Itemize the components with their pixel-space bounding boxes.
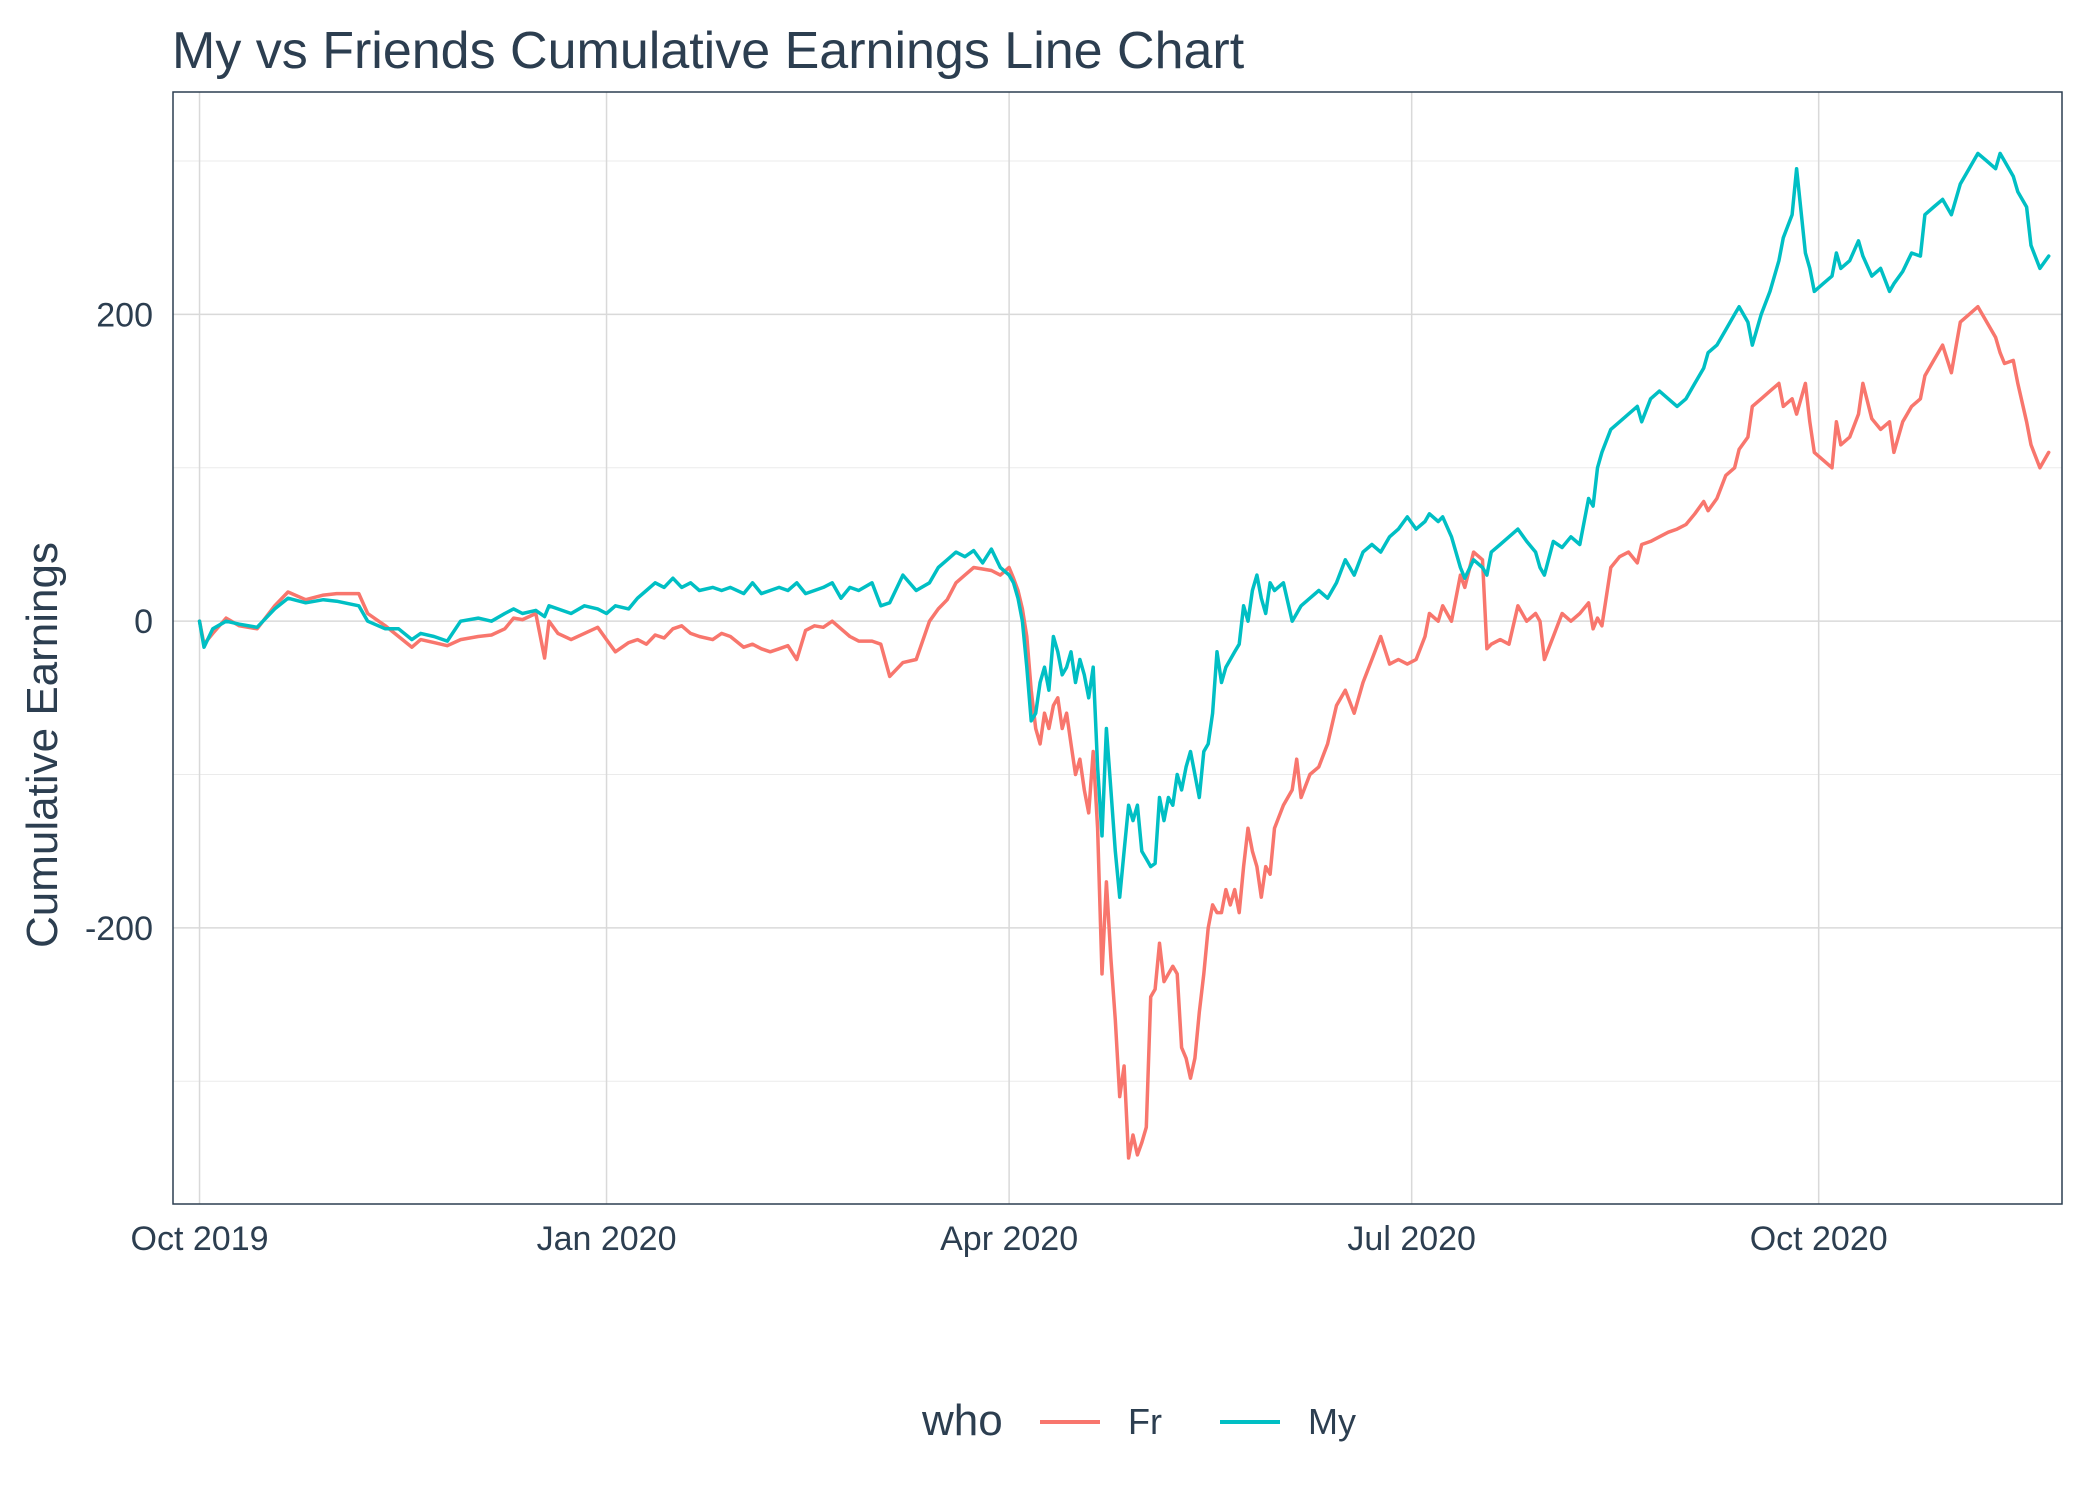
y-axis-label: Cumulative Earnings <box>18 542 67 948</box>
x-axis-ticks: Oct 2019 Jan 2020 Apr 2020 Jul 2020 Oct 2020 <box>131 1220 1888 1258</box>
x-tick-label: Jan 2020 <box>537 1220 677 1258</box>
y-tick-label: 0 <box>134 603 153 641</box>
legend-label-fr: Fr <box>1128 1401 1162 1442</box>
legend-label-my: My <box>1308 1401 1356 1442</box>
series-line-my <box>197 151 2051 899</box>
y-tick-label: -200 <box>85 910 153 948</box>
x-tick-label: Jul 2020 <box>1347 1220 1476 1258</box>
chart-title: My vs Friends Cumulative Earnings Line C… <box>172 22 1245 80</box>
series-lines <box>197 151 2051 1160</box>
legend-items: Fr My <box>1040 1401 1356 1442</box>
y-axis-ticks: -200 0 200 <box>85 296 153 948</box>
plot-panel-border <box>172 91 2063 1205</box>
y-tick-label: 200 <box>96 296 153 334</box>
x-tick-label: Oct 2020 <box>1750 1220 1888 1258</box>
legend: who Fr My <box>921 1396 1356 1445</box>
series-line-fr <box>197 304 2051 1160</box>
x-tick-label: Oct 2019 <box>131 1220 269 1258</box>
x-tick-label: Apr 2020 <box>940 1220 1078 1258</box>
legend-title: who <box>921 1396 1003 1445</box>
